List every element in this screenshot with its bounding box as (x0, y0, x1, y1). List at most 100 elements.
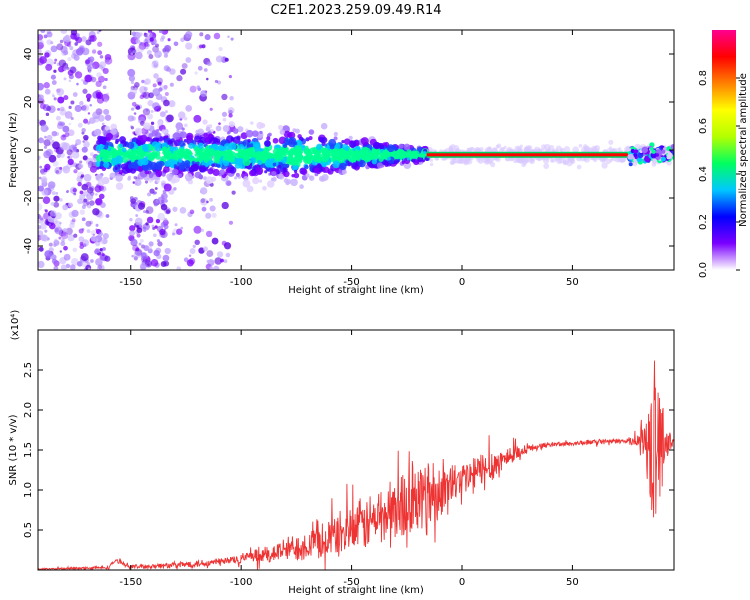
spectrogram-noise-point (43, 82, 50, 89)
spectrogram-noise-point (129, 217, 133, 222)
spectrogram-noise-point (176, 75, 183, 82)
spectrogram-noise-point (203, 68, 208, 72)
spectrogram-noise-point (68, 154, 73, 160)
spectrogram-noise-point (155, 43, 159, 48)
spectrogram-signal-point (670, 143, 674, 150)
spectrogram-plot-area (38, 30, 674, 270)
spectrogram-noise-point (55, 115, 61, 121)
spectrogram-signal-point (193, 157, 199, 163)
spectrogram-noise-point (43, 34, 48, 39)
spectrogram-signal-point (304, 145, 309, 150)
spectrogram-noise-point (149, 93, 153, 98)
spectrogram-noise-point (38, 246, 44, 252)
spectrogram-noise-point (81, 36, 87, 42)
spectrogram-signal-point (161, 146, 168, 153)
spectrogram-noise-point (133, 175, 138, 180)
spectrogram-signal-point (348, 135, 353, 141)
x-tick-label: 50 (566, 277, 579, 288)
snr-x-ticks: -150 -100 -50 0 50 (119, 330, 579, 588)
x-tick-label: -100 (230, 577, 253, 588)
spectrogram-noise-point (101, 252, 105, 257)
spectrogram-noise-point (82, 199, 90, 207)
spectrogram-signal-point (166, 173, 173, 180)
spectrogram-signal-point (177, 173, 183, 178)
spectrogram-noise-point (79, 209, 86, 215)
spectrogram-noise-point (62, 231, 67, 237)
spectrogram-noise-point (40, 30, 46, 34)
spectrogram-signal-point (94, 128, 102, 136)
spectrogram-noise-point (73, 169, 78, 174)
spectrogram-signal-point (147, 151, 151, 155)
spectrogram-noise-point (166, 114, 174, 123)
spectrogram-noise-point (63, 35, 72, 43)
spectrogram-noise-point (214, 79, 219, 84)
spectrogram-signal-point (110, 157, 119, 166)
spectrogram-signal-point (378, 156, 384, 162)
spectrogram-noise-point (97, 41, 103, 47)
spectrogram-noise-point (213, 265, 220, 270)
spectrogram-signal-point (309, 147, 317, 155)
spectrogram-noise-point (87, 121, 91, 125)
spectrogram-noise-point (149, 37, 154, 42)
spectrogram-signal-point (349, 151, 355, 157)
spectrogram-signal-point (219, 140, 226, 147)
spectrogram-signal-point (237, 126, 244, 133)
spectrogram-noise-point (38, 82, 45, 91)
spectrogram-signal-point (134, 127, 143, 136)
spectrogram-noise-point (96, 264, 105, 270)
spectrogram-noise-point (53, 69, 57, 73)
spectrogram-noise-point (79, 160, 83, 164)
spectrogram-noise-point (130, 198, 137, 204)
spectrogram-noise-point (57, 121, 63, 126)
spectrogram-signal-point (161, 129, 166, 134)
spectrogram-signal-point (238, 144, 244, 150)
spectrogram-signal-point (264, 140, 271, 147)
spectrogram-noise-point (189, 85, 197, 93)
spectrogram-noise-point (166, 67, 172, 72)
spectrogram-signal-point (251, 130, 259, 138)
spectrogram-noise-point (209, 107, 213, 111)
spectrogram-signal-point (165, 156, 170, 160)
spectrogram-signal-point (633, 152, 638, 158)
spectrogram-noise-point (165, 209, 171, 214)
spectrogram-signal-point (218, 145, 225, 152)
spectrogram-noise-point (226, 181, 231, 186)
spectrogram-signal-point (373, 150, 379, 155)
spectrogram-noise-point (38, 41, 44, 50)
spectrogram-noise-point (135, 51, 143, 60)
spectrogram-noise-point (55, 192, 59, 195)
spectrogram-noise-point (185, 42, 193, 50)
spectrogram-signal-point (232, 128, 239, 134)
spectrogram-noise-point (87, 267, 91, 270)
spectrogram-noise-point (154, 50, 162, 58)
spectrogram-noise-point (90, 76, 97, 83)
spectrogram-halo-point (524, 158, 530, 164)
spectrogram-noise-point (146, 49, 152, 55)
spectrogram-signal-point (333, 131, 338, 137)
spectrogram-noise-point (44, 209, 48, 213)
spectrogram-noise-point (79, 244, 84, 249)
spectrogram-noise-point (68, 105, 72, 109)
spectrogram-noise-point (160, 261, 167, 267)
spectrogram-noise-point (194, 239, 200, 246)
spectrogram-noise-point (39, 103, 46, 110)
spectrogram-signal-point (341, 139, 345, 144)
spectrogram-signal-point (386, 144, 395, 153)
y-tick-label: 0.5 (23, 522, 34, 538)
snr-panel: -150 -100 -50 0 50 0.5 1.0 1.5 2.0 2.5 Height of… (8, 310, 675, 596)
spectrogram-noise-point (169, 82, 174, 87)
spectrogram-signal-point (270, 177, 274, 181)
spectrogram-noise-point (48, 154, 57, 163)
spectrogram-signal-point (216, 164, 221, 168)
spectrogram-signal-point (649, 147, 654, 151)
spectrogram-noise-point (40, 168, 45, 174)
spectrogram-signal-point (223, 143, 231, 151)
spectrogram-noise-point (193, 114, 202, 123)
spectrogram-noise-point (139, 85, 147, 94)
spectrogram-noise-point (129, 225, 136, 232)
spectrogram-noise-point (45, 112, 50, 117)
spectrogram-noise-point (216, 80, 222, 85)
spectrogram-halo-point (496, 143, 502, 149)
spectrogram-halo-point (578, 144, 583, 148)
spectrogram-signal-point (166, 150, 172, 156)
